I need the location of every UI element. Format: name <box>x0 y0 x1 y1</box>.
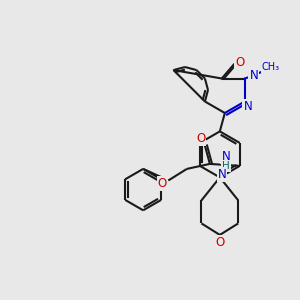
Text: N: N <box>218 168 226 181</box>
Text: N: N <box>221 150 230 164</box>
Text: H: H <box>222 161 230 171</box>
Text: O: O <box>158 177 167 190</box>
Text: O: O <box>215 236 224 249</box>
Text: O: O <box>235 56 244 69</box>
Text: N: N <box>243 100 252 113</box>
Text: CH₃: CH₃ <box>262 62 280 73</box>
Text: O: O <box>196 132 206 145</box>
Text: N: N <box>249 69 258 82</box>
